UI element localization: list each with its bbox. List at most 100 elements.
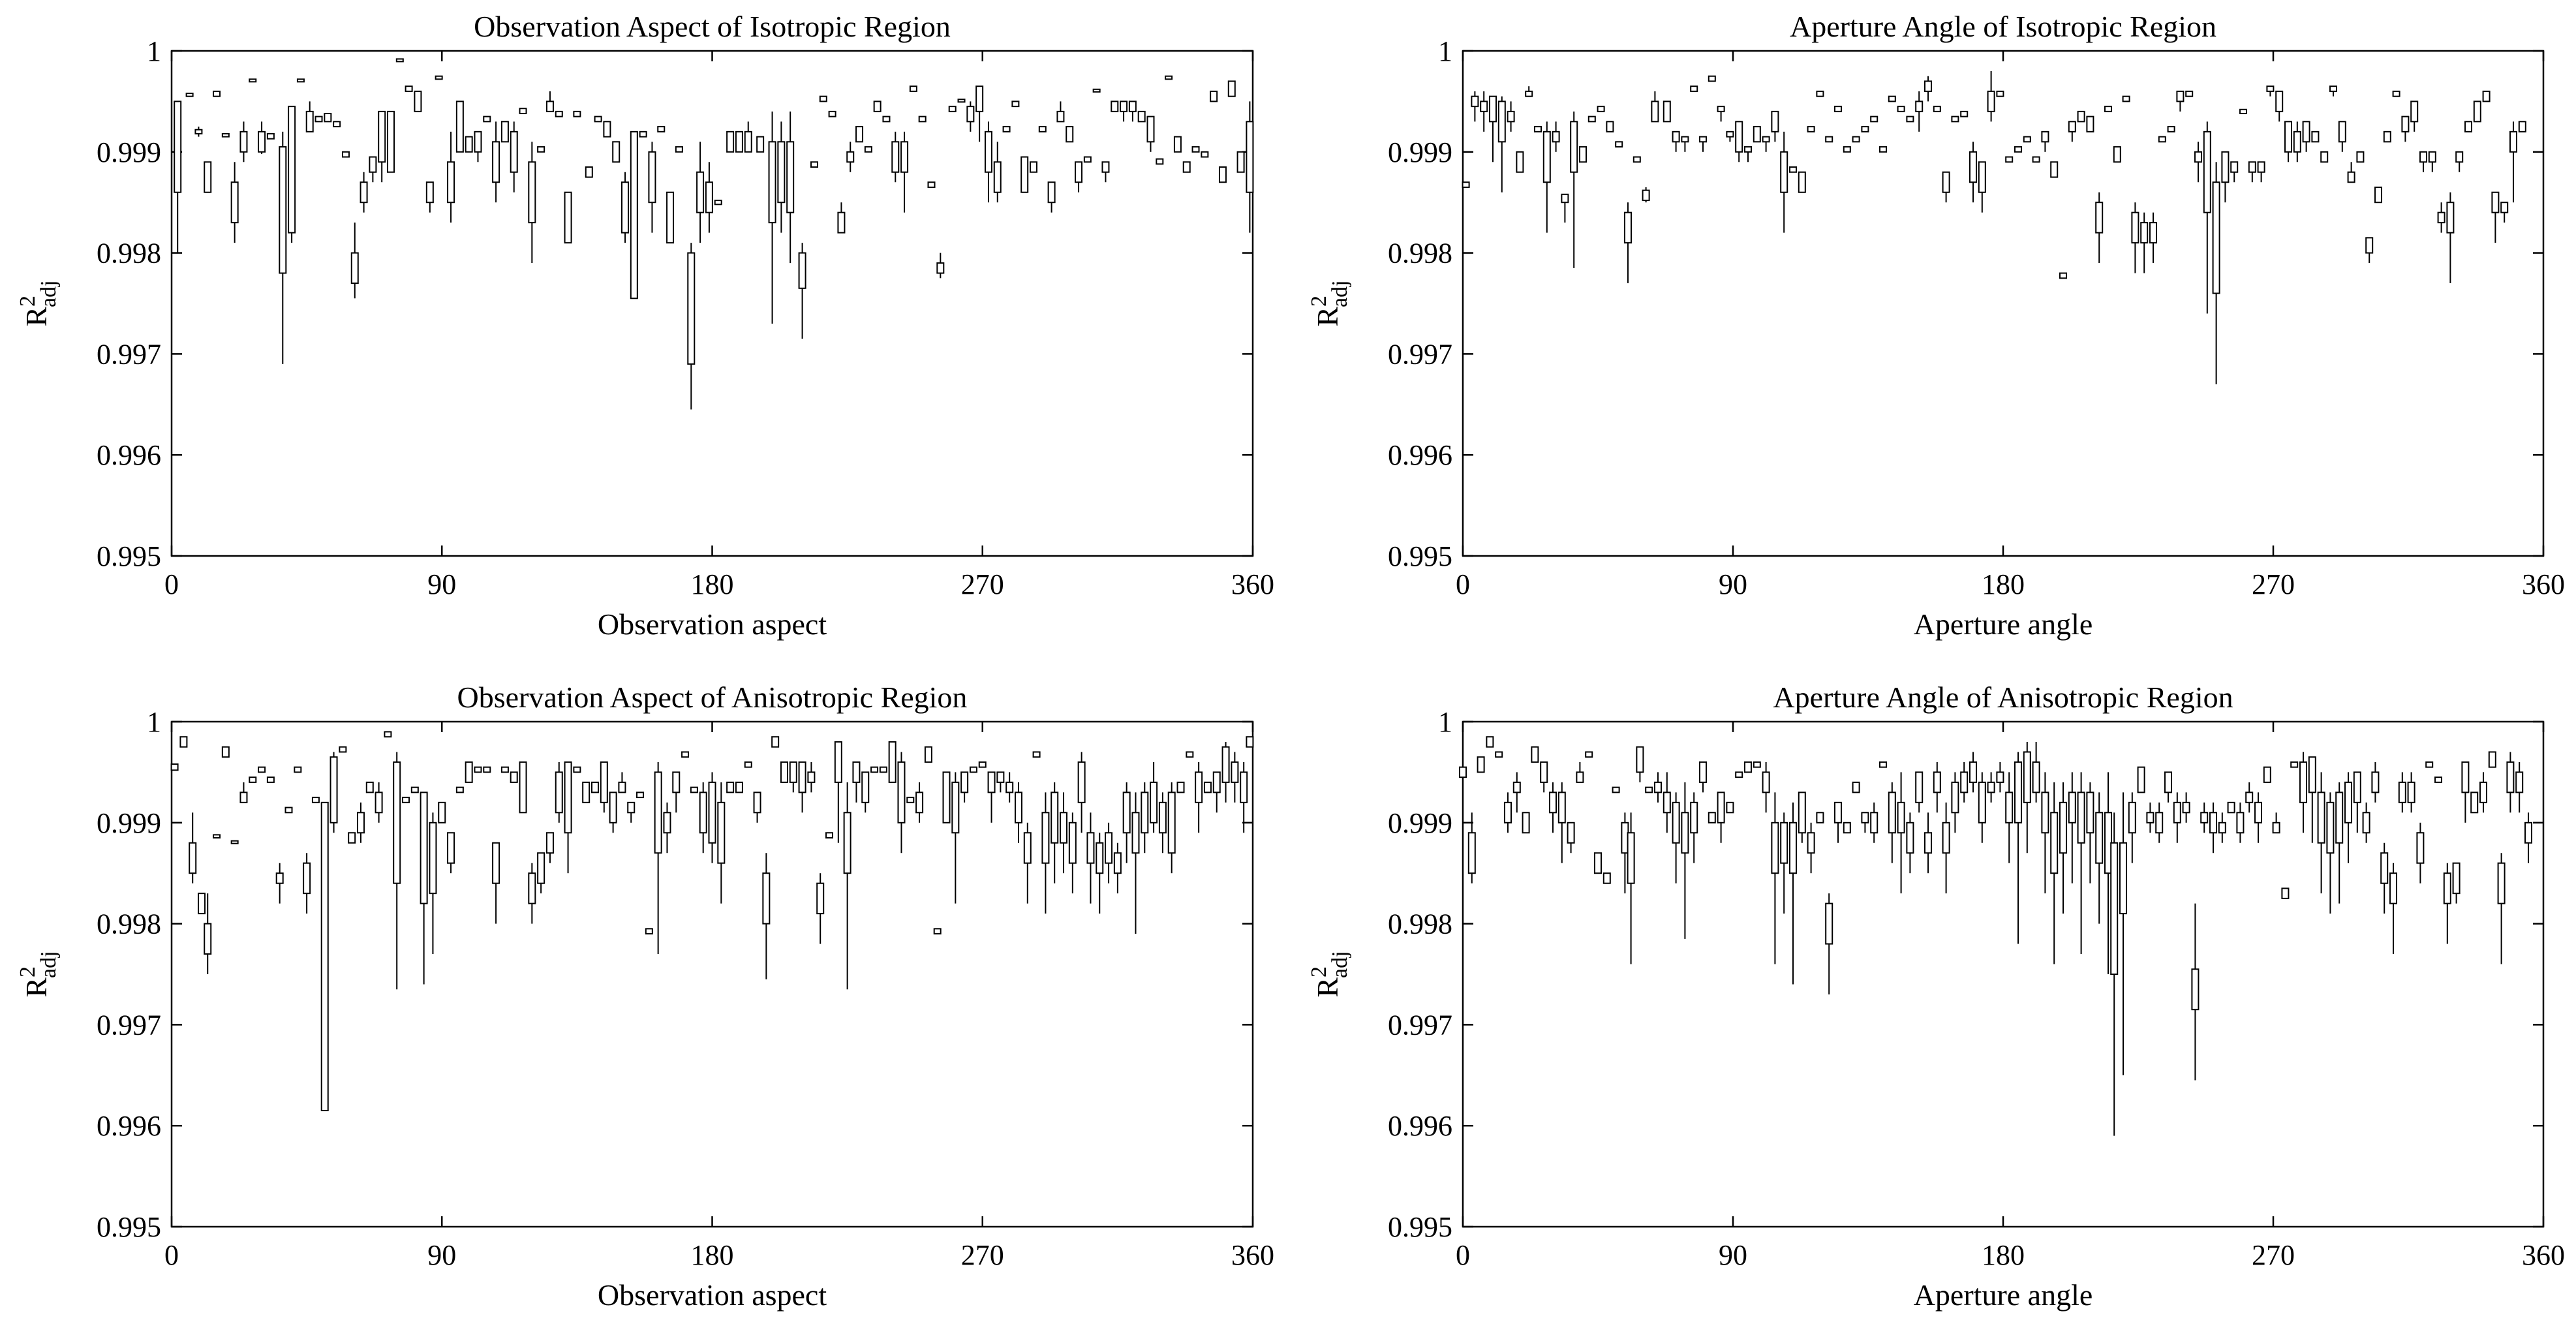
box <box>1726 801 1734 814</box>
box <box>663 802 671 853</box>
box-body <box>435 75 443 80</box>
box <box>1816 90 1824 97</box>
box <box>1047 181 1056 213</box>
box-body <box>2167 126 2175 132</box>
y-tick-label: 0.999 <box>1388 136 1452 168</box>
box-body <box>356 812 365 834</box>
box <box>1056 101 1065 123</box>
box <box>1570 111 1578 268</box>
box <box>717 782 726 904</box>
box-body <box>2308 756 2316 793</box>
box <box>1915 771 1924 813</box>
box <box>1942 802 1950 894</box>
box-body <box>330 756 338 823</box>
box-body <box>266 776 275 783</box>
box <box>2176 90 2185 112</box>
box-body <box>2005 791 2014 823</box>
box-body <box>645 928 653 935</box>
box <box>1780 812 1788 914</box>
box <box>1888 95 1896 102</box>
box <box>2182 792 2190 823</box>
box <box>882 115 891 123</box>
box <box>384 731 392 738</box>
box-body <box>699 791 707 834</box>
box-body <box>1708 812 1716 823</box>
box-body <box>1182 161 1191 173</box>
x-tick-label: 0 <box>1456 568 1470 600</box>
box-body <box>2236 812 2245 834</box>
box <box>1690 792 1698 863</box>
box <box>429 812 437 955</box>
box-body <box>714 200 722 206</box>
box <box>1690 85 1698 92</box>
box-body <box>1717 791 1725 823</box>
box <box>1525 86 1533 97</box>
box-body <box>447 161 455 204</box>
box-body <box>1843 822 1851 834</box>
box <box>1951 115 1959 123</box>
box <box>2479 772 2487 813</box>
box-body <box>500 766 509 773</box>
box-body <box>2032 156 2040 163</box>
box-body <box>810 161 818 168</box>
box-body <box>798 761 806 793</box>
box-body <box>1047 181 1056 204</box>
box <box>2185 90 2194 97</box>
box <box>311 797 320 803</box>
box-body <box>1870 115 1878 123</box>
box <box>1227 80 1236 97</box>
box-body <box>2095 812 2104 864</box>
box-body <box>2335 791 2344 844</box>
box-body <box>249 776 257 783</box>
box <box>204 161 212 193</box>
box <box>1540 761 1548 793</box>
box <box>1996 90 2004 97</box>
y-tick-label: 1 <box>1438 35 1452 67</box>
box <box>1066 126 1074 143</box>
box <box>1203 781 1212 793</box>
box <box>687 243 696 410</box>
box-body <box>891 141 900 173</box>
x-tick-label: 90 <box>427 568 456 600</box>
box <box>213 834 221 839</box>
box-body <box>1933 771 1941 793</box>
box-body <box>1888 791 1896 834</box>
box-body <box>198 893 206 915</box>
box-body <box>2158 136 2166 143</box>
box-body <box>2245 791 2254 803</box>
box <box>2509 121 2517 203</box>
box-body <box>993 161 1002 193</box>
box <box>2059 272 2067 279</box>
box-body <box>2311 131 2320 143</box>
box-body <box>239 131 248 153</box>
box-body <box>2437 211 2446 224</box>
box-body <box>726 131 735 153</box>
box-body <box>1852 136 1860 143</box>
box <box>1843 822 1851 834</box>
box-body <box>2182 801 2190 814</box>
box <box>1459 766 1467 778</box>
box-body <box>864 146 872 153</box>
box <box>405 85 413 92</box>
box-body <box>402 797 410 803</box>
box <box>1744 761 1752 773</box>
box-body <box>311 797 320 803</box>
box-body <box>2023 751 2031 803</box>
box <box>1246 101 1254 233</box>
box-body <box>2281 887 2290 899</box>
x-tick-label: 180 <box>691 1239 734 1271</box>
box <box>288 106 296 243</box>
box <box>1771 110 1779 142</box>
box-body <box>900 141 909 173</box>
box <box>1825 893 1833 994</box>
box <box>1041 792 1050 914</box>
box <box>2227 801 2235 814</box>
box-body <box>879 766 887 773</box>
x-tick-label: 270 <box>961 568 1004 600</box>
box-body <box>2218 822 2226 834</box>
box-body <box>1462 181 1470 188</box>
box <box>1771 792 1779 964</box>
box <box>239 782 248 803</box>
box <box>873 100 882 112</box>
box <box>1096 833 1104 914</box>
